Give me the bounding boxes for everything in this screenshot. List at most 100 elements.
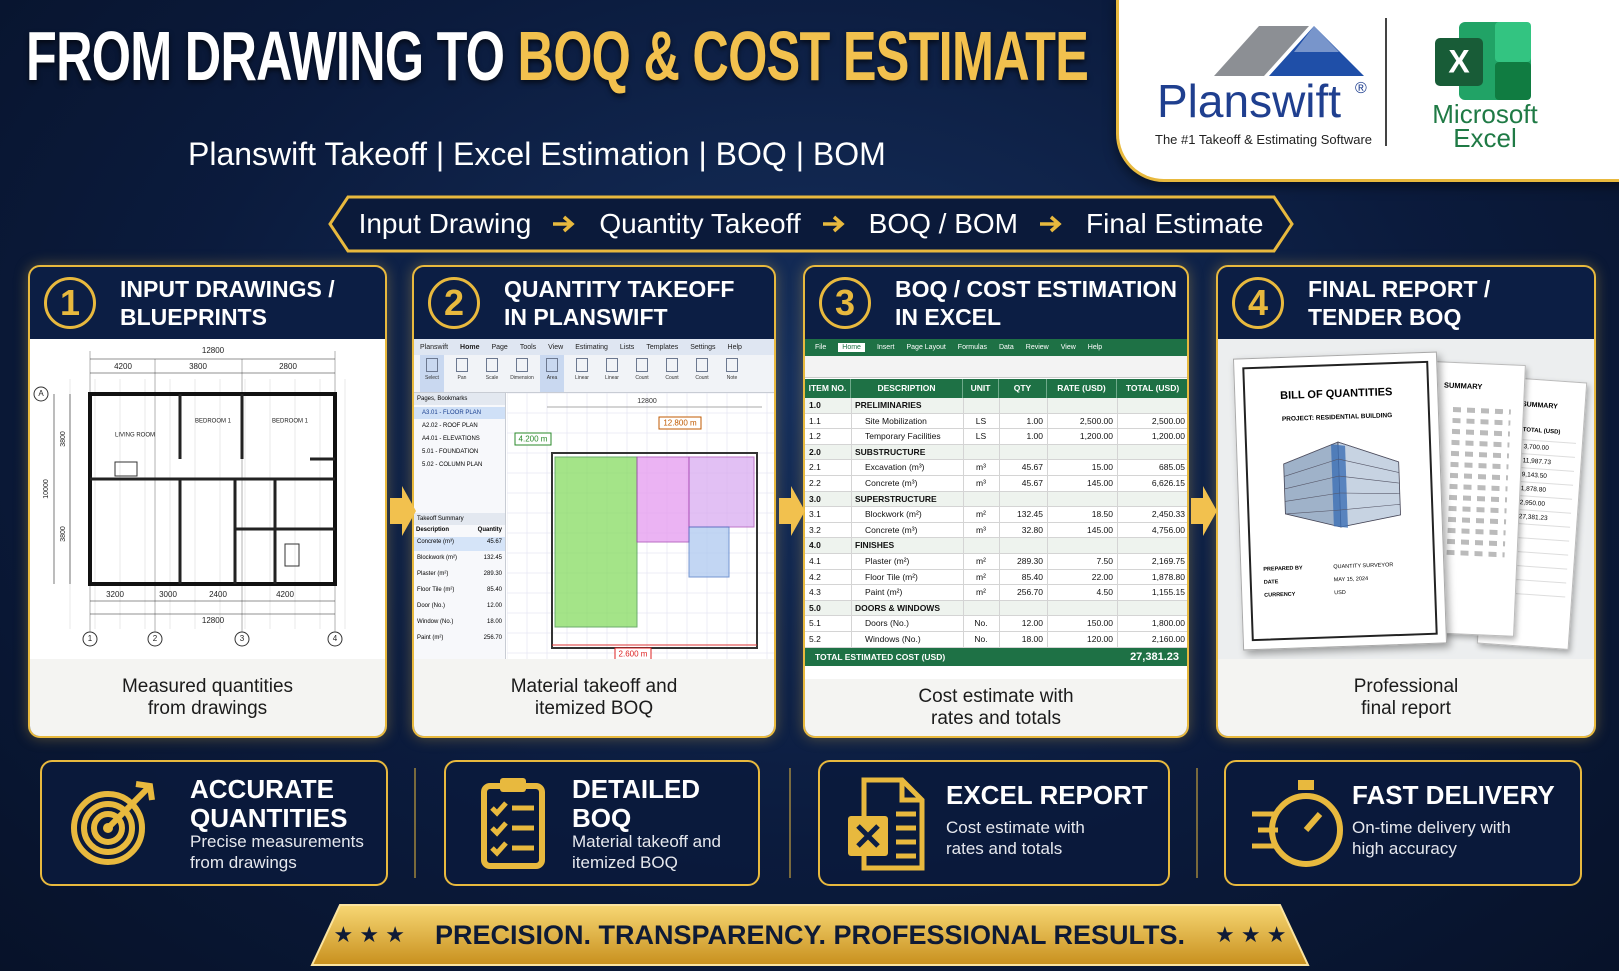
icon-target-ring bbox=[71, 791, 145, 865]
icon-check bbox=[490, 801, 508, 817]
step-caption: final report bbox=[1361, 697, 1451, 719]
footer-stars: ★ ★ ★ bbox=[333, 922, 405, 947]
icon-check bbox=[490, 841, 508, 857]
table-cell: 12.00 bbox=[1021, 618, 1043, 629]
table-cell: 4.2 bbox=[809, 571, 821, 582]
feature-box: EXCEL REPORT Cost estimate with rates and … bbox=[818, 760, 1170, 886]
table-row bbox=[805, 523, 1187, 539]
plan-label: 2400 bbox=[209, 590, 227, 599]
table-cell: Blockwork (m²) bbox=[865, 509, 922, 520]
table-cell: DOORS & WINDOWS bbox=[855, 602, 940, 613]
summary-cell: 45.67 bbox=[486, 539, 502, 545]
tool-icon bbox=[516, 358, 528, 372]
table-cell: PRELIMINARIES bbox=[855, 400, 922, 410]
plan-label: LIVING ROOM bbox=[115, 433, 155, 439]
summary-cell: 85.40 bbox=[486, 587, 502, 593]
summary-cell: Window (No.) bbox=[417, 619, 454, 625]
measure-tag bbox=[658, 416, 702, 430]
icon-arrow bbox=[105, 781, 155, 831]
tool-icon bbox=[696, 358, 708, 372]
table-row bbox=[805, 585, 1187, 601]
table-header-cell: QTY bbox=[999, 379, 1047, 398]
table-cell: 4,756.00 bbox=[1151, 524, 1185, 535]
table-cell: 4.0 bbox=[809, 540, 821, 551]
step-caption-area: Cost estimate with rates and totals bbox=[805, 679, 1187, 736]
ribbon-tab: Data bbox=[998, 344, 1014, 351]
step-caption: Cost estimate with bbox=[918, 685, 1074, 707]
building-floor bbox=[1284, 458, 1339, 477]
table-cell: SUBSTRUCTURE bbox=[855, 446, 926, 457]
table-cell: 2,500.00 bbox=[1079, 415, 1113, 426]
menu-item: Tools bbox=[519, 343, 537, 351]
menu-item: Page bbox=[491, 343, 508, 351]
ribbon-tab: Insert bbox=[876, 344, 895, 351]
table-cell: 256.70 bbox=[1017, 587, 1043, 598]
tool-button: Pan bbox=[450, 355, 474, 392]
sheet-rule bbox=[1446, 549, 1505, 558]
panel-arrow-shape bbox=[390, 486, 416, 536]
grid-bubble bbox=[327, 631, 343, 647]
plan-label: 4 bbox=[333, 634, 338, 643]
table-row bbox=[805, 632, 1187, 648]
step-title: IN EXCEL bbox=[895, 304, 1002, 330]
footer-ribbon-shape bbox=[310, 904, 1310, 966]
tool-label: Count bbox=[635, 375, 649, 381]
feature-text: On-time delivery with bbox=[1352, 818, 1511, 837]
table-cell: 3.0 bbox=[809, 493, 821, 504]
building-floor bbox=[1339, 492, 1400, 495]
tool-button: Linear bbox=[570, 355, 594, 392]
ribbon-tab: File bbox=[815, 344, 827, 351]
table-row bbox=[805, 491, 1187, 508]
page-item: A2.02 - ROOF PLAN bbox=[422, 423, 478, 429]
table-cell: m³ bbox=[976, 478, 986, 488]
flow-step: Input Drawing bbox=[358, 208, 532, 239]
sheet-rule bbox=[1451, 439, 1510, 448]
sheet-rule bbox=[1448, 505, 1507, 514]
table-cell: m² bbox=[976, 509, 986, 520]
feature-divider bbox=[789, 768, 791, 878]
menu-item: Help bbox=[727, 343, 742, 351]
planswift-tagline: The #1 Takeoff & Estimating Software bbox=[1155, 132, 1373, 147]
ribbon-tab: Home bbox=[838, 343, 865, 352]
table-cell: 2.0 bbox=[809, 446, 821, 457]
field-label: DATE bbox=[1263, 579, 1279, 586]
measure-tag bbox=[514, 432, 552, 446]
table-header-cell: TOTAL (USD) bbox=[1117, 379, 1187, 398]
table-cell: 289.30 bbox=[1017, 556, 1043, 566]
ribbon-tab: View bbox=[1060, 344, 1076, 351]
menu-item: Home bbox=[460, 343, 480, 351]
tool-icon bbox=[606, 358, 618, 372]
sheet-value: 1,878.80 bbox=[1520, 485, 1547, 494]
excel-name: Microsoft bbox=[1432, 99, 1538, 129]
table-cell: LS bbox=[975, 415, 987, 426]
summary-row-highlight bbox=[414, 537, 505, 551]
table-cell: 3.2 bbox=[809, 524, 821, 535]
plan-label: BEDROOM 1 bbox=[272, 419, 309, 425]
tool-button: Note bbox=[720, 355, 744, 392]
tool-button: Scale bbox=[480, 355, 504, 392]
table-cell: 1.00 bbox=[1026, 415, 1043, 426]
summary-cell: 289.30 bbox=[483, 571, 502, 577]
table-cell: 4.3 bbox=[809, 587, 821, 598]
plan-outline bbox=[551, 452, 758, 649]
table-row bbox=[805, 476, 1187, 492]
table-cell: Floor Tile (m²) bbox=[865, 571, 918, 582]
summary-cell: Paint (m²) bbox=[417, 635, 444, 641]
sheet-value: 9,143.50 bbox=[1521, 471, 1548, 480]
table-cell: 18.00 bbox=[1021, 634, 1043, 644]
flow-banner-shape bbox=[328, 195, 1294, 253]
building-core bbox=[1331, 444, 1348, 528]
step-number-circle: 1 bbox=[44, 277, 96, 329]
tool-label: Linear bbox=[605, 375, 619, 381]
logo-shape bbox=[1294, 26, 1339, 52]
tool-label: Dimension bbox=[510, 375, 534, 381]
takeoff-area bbox=[636, 456, 690, 543]
plan-fixture bbox=[284, 543, 300, 567]
table-cell: 2,160.00 bbox=[1151, 634, 1185, 644]
planswift-toolbar: Select Pan Scale Dimension Area Linear Linear C… bbox=[414, 355, 774, 393]
table-cell: 685.05 bbox=[1159, 462, 1185, 473]
step-caption: Measured quantities bbox=[121, 675, 294, 697]
table-cell: FINISHES bbox=[855, 540, 895, 551]
plan-label: 3800 bbox=[60, 431, 67, 447]
sheet-rule bbox=[1449, 472, 1509, 481]
